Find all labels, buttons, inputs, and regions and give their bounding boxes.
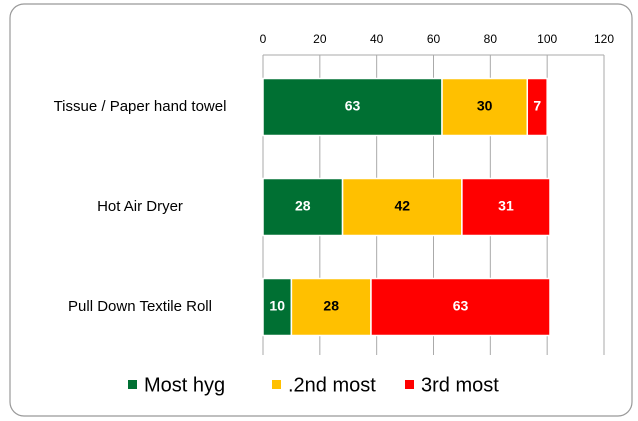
x-tick-label: 60 xyxy=(427,32,441,46)
bar-segment xyxy=(290,277,372,337)
bar-segment xyxy=(461,177,551,237)
legend-swatch xyxy=(128,380,137,389)
data-label: 42 xyxy=(394,198,410,214)
x-tick-label: 0 xyxy=(260,32,267,46)
data-label: 28 xyxy=(323,298,339,314)
x-tick-label: 40 xyxy=(370,32,384,46)
data-label: 30 xyxy=(477,98,493,114)
y-tick-label: Tissue / Paper hand towel xyxy=(54,98,227,115)
data-label: 63 xyxy=(453,298,469,314)
data-label: 7 xyxy=(533,98,541,114)
bar-segment xyxy=(262,177,344,237)
bar-segment xyxy=(262,277,293,337)
data-label: 28 xyxy=(295,198,311,214)
data-label: 10 xyxy=(269,298,285,314)
legend-label: Most hyg xyxy=(144,374,225,396)
bar-segment xyxy=(441,77,529,137)
bar-segment xyxy=(262,77,443,137)
legend-swatch xyxy=(272,380,281,389)
x-tick-label: 20 xyxy=(313,32,327,46)
bar-segment xyxy=(370,277,551,337)
y-tick-label: Hot Air Dryer xyxy=(97,198,183,215)
x-tick-label: 120 xyxy=(594,32,614,46)
y-tick-label: Pull Down Textile Roll xyxy=(68,298,212,315)
data-label: 63 xyxy=(345,98,361,114)
x-tick-label: 100 xyxy=(537,32,557,46)
legend-swatch xyxy=(405,380,414,389)
legend-label: 3rd most xyxy=(421,374,499,396)
legend-label: .2nd most xyxy=(288,374,376,396)
bar-segment xyxy=(526,77,548,137)
data-label: 31 xyxy=(498,198,514,214)
x-tick-label: 80 xyxy=(484,32,498,46)
